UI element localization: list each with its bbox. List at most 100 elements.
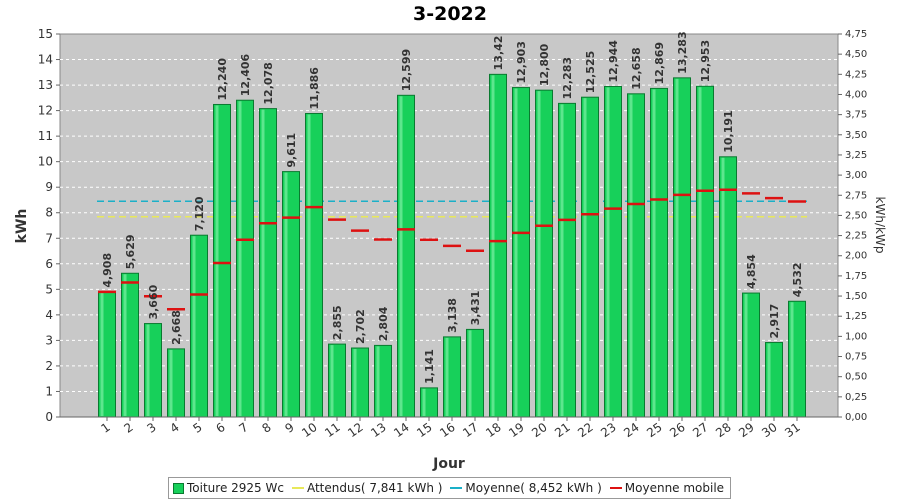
data-label: 2,702 — [354, 309, 367, 344]
bar-highlight — [445, 337, 449, 416]
legend-item-moving-average: Moyenne mobile — [609, 481, 725, 495]
bar-highlight — [675, 78, 679, 417]
data-label: 5,629 — [124, 234, 137, 269]
x-tick-label: 30 — [759, 420, 780, 440]
y2-tick-label: 3,00 — [845, 170, 867, 181]
legend: Toiture 2925 Wc Attendus( 7,841 kWh ) Mo… — [168, 477, 732, 499]
bar-highlight — [767, 343, 771, 416]
y-tick-label: 0 — [45, 410, 53, 424]
y2-tick-label: 1,00 — [845, 331, 867, 342]
legend-label-expected: Attendus( 7,841 kWh ) — [306, 481, 443, 495]
y-tick-label: 12 — [38, 104, 53, 118]
y2-tick-label: 2,75 — [845, 190, 867, 201]
x-tick-label: 24 — [621, 420, 642, 440]
x-tick-label: 7 — [236, 420, 250, 436]
bar-highlight — [629, 94, 633, 416]
y-tick-label: 5 — [45, 282, 53, 296]
data-label: 2,668 — [170, 310, 183, 345]
y-tick-label: 1 — [45, 384, 53, 398]
data-label: 4,854 — [745, 254, 758, 289]
y-tick-label: 10 — [38, 155, 53, 169]
y2-tick-label: 1,75 — [845, 271, 867, 282]
bar-highlight — [652, 89, 656, 416]
data-label: 12,525 — [584, 51, 597, 93]
bar-highlight — [560, 104, 564, 416]
bar-highlight — [422, 388, 426, 416]
x-tick-label: 18 — [483, 420, 504, 440]
data-label: 12,658 — [630, 47, 643, 89]
bar-highlight — [261, 109, 265, 416]
x-tick-label: 20 — [529, 420, 550, 440]
bar-highlight — [215, 105, 219, 417]
y-tick-label: 8 — [45, 206, 53, 220]
data-label: 12,869 — [653, 42, 666, 84]
bar-highlight — [100, 292, 104, 416]
data-label: 2,855 — [331, 305, 344, 340]
data-label: 12,078 — [262, 62, 275, 104]
x-tick-label: 4 — [167, 420, 181, 436]
y2-tick-label: 0,00 — [845, 412, 867, 423]
data-label: 7,120 — [193, 196, 206, 231]
bar-highlight — [376, 346, 380, 416]
x-tick-label: 13 — [368, 420, 389, 440]
x-tick-label: 10 — [299, 420, 320, 440]
x-tick-label: 9 — [282, 420, 296, 436]
y-tick-label: 2 — [45, 359, 53, 373]
data-label: 3,660 — [147, 284, 160, 319]
data-label: 13,283 — [676, 31, 689, 73]
y2-tick-label: 4,75 — [845, 29, 867, 40]
bar-highlight — [307, 114, 311, 416]
data-label: 2,804 — [377, 306, 390, 341]
x-tick-label: 5 — [190, 420, 204, 436]
y-tick-label: 6 — [45, 257, 53, 271]
legend-item-expected: Attendus( 7,841 kWh ) — [291, 481, 443, 495]
y2-tick-label: 0,75 — [845, 352, 867, 363]
y2-tick-label: 1,50 — [845, 291, 867, 302]
y2-tick-label: 2,50 — [845, 210, 867, 221]
legend-item-average: Moyenne( 8,452 kWh ) — [450, 481, 602, 495]
x-tick-label: 28 — [713, 420, 734, 440]
x-tick-label: 22 — [575, 420, 596, 440]
data-label: 4,908 — [101, 253, 114, 288]
bar-highlight — [330, 345, 334, 416]
y2-tick-label: 0,25 — [845, 392, 867, 403]
x-tick-label: 19 — [506, 420, 527, 440]
data-label: 1,141 — [423, 349, 436, 384]
y2-tick-label: 4,50 — [845, 49, 867, 60]
bar-highlight — [537, 91, 541, 416]
x-tick-label: 27 — [690, 420, 711, 440]
bar-highlight — [192, 236, 196, 416]
y-tick-label: 13 — [38, 78, 53, 92]
data-label: 12,599 — [400, 49, 413, 91]
data-label: 10,191 — [722, 110, 735, 152]
data-label: 12,903 — [515, 41, 528, 83]
data-label: 3,431 — [469, 291, 482, 326]
x-tick-label: 14 — [391, 420, 412, 440]
x-tick-label: 2 — [121, 420, 135, 436]
x-tick-label: 3 — [144, 420, 158, 436]
chart-title: 3-2022 — [413, 3, 487, 25]
legend-label-moving-average: Moyenne mobile — [624, 481, 725, 495]
x-tick-label: 23 — [598, 420, 619, 440]
y2-tick-label: 1,25 — [845, 311, 867, 322]
y2-tick-label: 2,00 — [845, 251, 867, 262]
y-tick-label: 9 — [45, 180, 53, 194]
legend-swatch-expected — [291, 487, 304, 489]
y-tick-label: 14 — [38, 53, 53, 67]
legend-swatch-production — [173, 482, 184, 494]
y2-tick-label: 0,50 — [845, 372, 867, 383]
bar-highlight — [146, 324, 150, 416]
x-tick-label: 21 — [552, 420, 573, 440]
y2-tick-label: 4,25 — [845, 69, 867, 80]
y-axis-label: kWh — [14, 209, 30, 244]
data-label: 12,406 — [239, 53, 252, 96]
data-label: 3,138 — [446, 298, 459, 333]
legend-swatch-average — [450, 487, 463, 489]
bar-highlight — [721, 157, 725, 416]
y-tick-label: 3 — [45, 333, 53, 347]
x-tick-label: 11 — [322, 420, 343, 440]
x-tick-label: 17 — [460, 420, 481, 440]
x-tick-label: 29 — [736, 420, 757, 440]
x-tick-label: 6 — [213, 420, 227, 436]
legend-item-production: Toiture 2925 Wc — [173, 481, 284, 495]
